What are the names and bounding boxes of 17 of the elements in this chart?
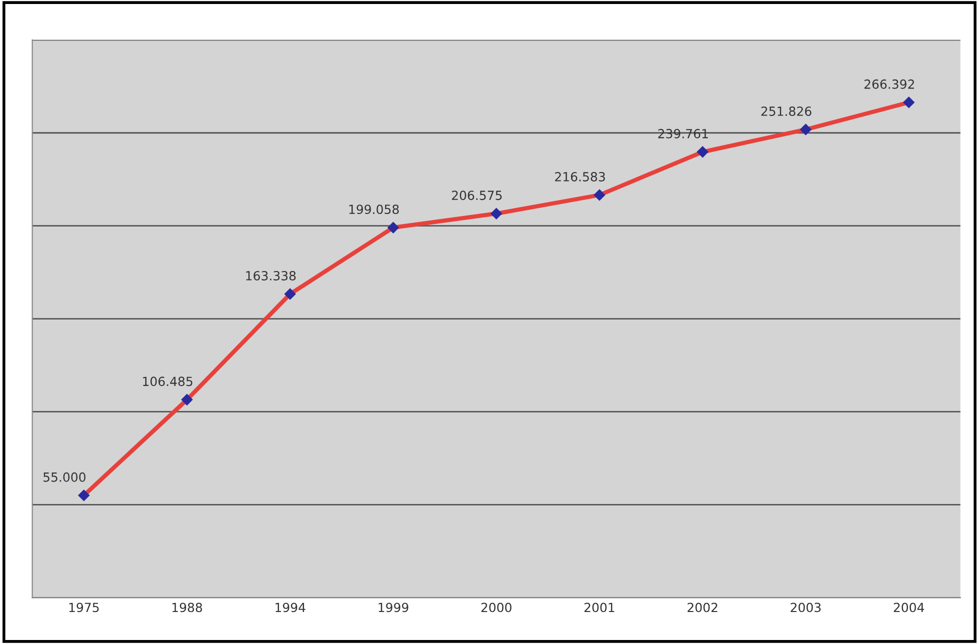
x-tick-label: 2002 xyxy=(688,602,718,612)
data-label: 216.583 xyxy=(555,172,605,182)
data-label: 206.575 xyxy=(452,190,502,200)
data-label: 251.826 xyxy=(761,106,812,116)
x-tick-label: 1988 xyxy=(172,602,202,612)
data-label: 266.392 xyxy=(864,79,914,89)
x-tick-label: 2003 xyxy=(790,602,821,612)
x-tick-label: 1994 xyxy=(276,602,306,612)
data-label: 199.058 xyxy=(349,204,399,214)
x-tick-label: 1999 xyxy=(378,602,408,612)
x-tick-label: 2000 xyxy=(481,602,512,612)
x-tick-label: 1975 xyxy=(69,602,99,612)
data-label: 55.000 xyxy=(44,472,86,482)
data-label: 106.485 xyxy=(143,376,192,386)
x-tick-label: 2004 xyxy=(894,602,924,612)
data-label: 163.338 xyxy=(246,270,296,280)
x-tick-label: 2001 xyxy=(584,602,614,612)
